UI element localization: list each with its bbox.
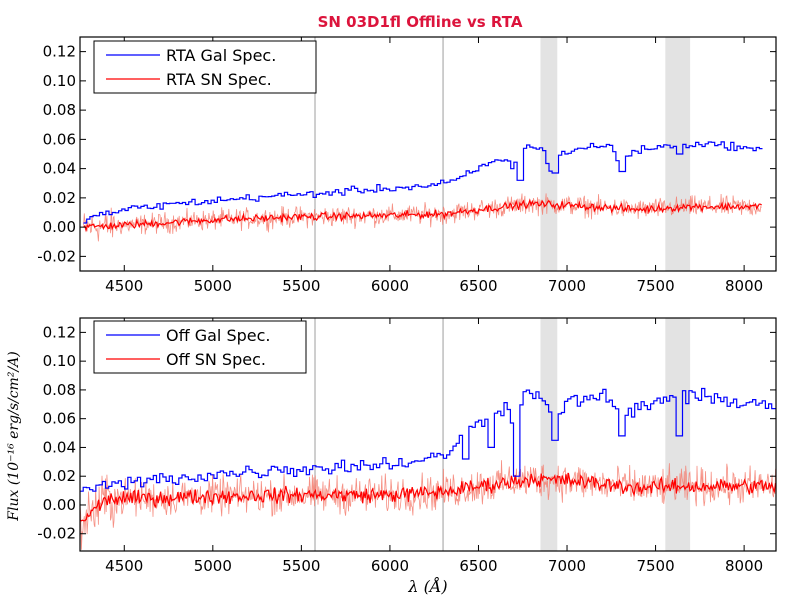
rta-legend-sn-label: RTA SN Spec. [166, 70, 272, 89]
offline-axes-frame [79, 317, 777, 552]
rta-ytick-label-4: 0.06 [43, 130, 76, 148]
offline-legend-sn-label: Off SN Spec. [166, 350, 266, 369]
offline-legend-box [93, 320, 307, 374]
off-shaded-band-0 [540, 318, 558, 551]
offline-sky-lines [314, 318, 444, 551]
rta-xtick-label-6: 7500 [636, 277, 674, 295]
off-xtick-label-5: 7000 [548, 557, 586, 575]
offline-panel: 4500 5000 5500 6000 6500 7000 7500 8000 -0.02 0.0… [6, 317, 777, 596]
rta-legend: RTA Gal Spec. RTA SN Spec. [93, 40, 317, 94]
rta-xtick-label-0: 4500 [105, 277, 143, 295]
rta-xtick-label-4: 6500 [459, 277, 497, 295]
off-ytick-label-5: 0.08 [43, 381, 76, 399]
off-xtick-label-2: 5500 [282, 557, 320, 575]
offline-legend: Off Gal Spec. Off SN Spec. [93, 320, 307, 374]
off-ytick-label-4: 0.06 [43, 410, 76, 428]
rta-data-layer [83, 141, 763, 242]
off-galaxy-line [80, 387, 776, 492]
off-ytick-label-0: -0.02 [37, 525, 76, 543]
offline-legend-gal-label: Off Gal Spec. [166, 326, 270, 345]
offline-ticks: 4500 5000 5500 6000 6500 7000 7500 8000 -0.02 0.0… [37, 318, 776, 575]
off-xtick-label-0: 4500 [105, 557, 143, 575]
off-sn-line [80, 472, 776, 522]
rta-ytick-label-5: 0.08 [43, 101, 76, 119]
rta-sn-line [83, 198, 763, 233]
rta-ytick-label-6: 0.10 [43, 72, 76, 90]
offline-shaded-bands [540, 318, 691, 551]
off-xtick-label-3: 6000 [371, 557, 409, 575]
off-ytick-label-7: 0.12 [43, 323, 76, 341]
rta-ytick-label-3: 0.04 [43, 160, 76, 178]
off-xtick-label-4: 6500 [459, 557, 497, 575]
rta-panel: 4500 5000 5500 6000 6500 7000 7500 8000 -0.02 0.0… [37, 36, 777, 295]
off-shaded-band-1 [665, 318, 691, 551]
rta-xtick-label-2: 5500 [282, 277, 320, 295]
rta-ticks: 4500 5000 5500 6000 6500 7000 7500 8000 -0.02 0.0… [37, 37, 776, 295]
rta-ytick-label-1: 0.00 [43, 218, 76, 236]
off-ytick-label-3: 0.04 [43, 438, 76, 456]
rta-ytick-label-0: -0.02 [37, 247, 76, 265]
rta-ytick-label-2: 0.02 [43, 189, 76, 207]
rta-galaxy-line [83, 141, 763, 224]
rta-xtick-label-1: 5000 [194, 277, 232, 295]
rta-ytick-label-7: 0.12 [43, 43, 76, 61]
off-ytick-label-1: 0.00 [43, 496, 76, 514]
rta-shaded-band-0 [540, 37, 558, 271]
rta-xtick-label-7: 8000 [725, 277, 763, 295]
rta-legend-box [93, 40, 317, 94]
offline-data-layer [80, 387, 776, 550]
off-xtick-label-6: 7500 [636, 557, 674, 575]
rta-xtick-label-3: 6000 [371, 277, 409, 295]
rta-axes-frame [79, 36, 777, 272]
off-xtick-label-1: 5000 [194, 557, 232, 575]
x-axis-label: λ (Å) [407, 576, 447, 596]
off-ytick-label-2: 0.02 [43, 467, 76, 485]
rta-xtick-label-5: 7000 [548, 277, 586, 295]
off-xtick-label-7: 8000 [725, 557, 763, 575]
figure-title: SN 03D1fl Offline vs RTA [318, 13, 523, 31]
off-ytick-label-6: 0.10 [43, 352, 76, 370]
rta-legend-gal-label: RTA Gal Spec. [166, 46, 276, 65]
y-axis-label: Flux (10⁻¹⁶ erg/s/cm²/A) [6, 351, 22, 521]
